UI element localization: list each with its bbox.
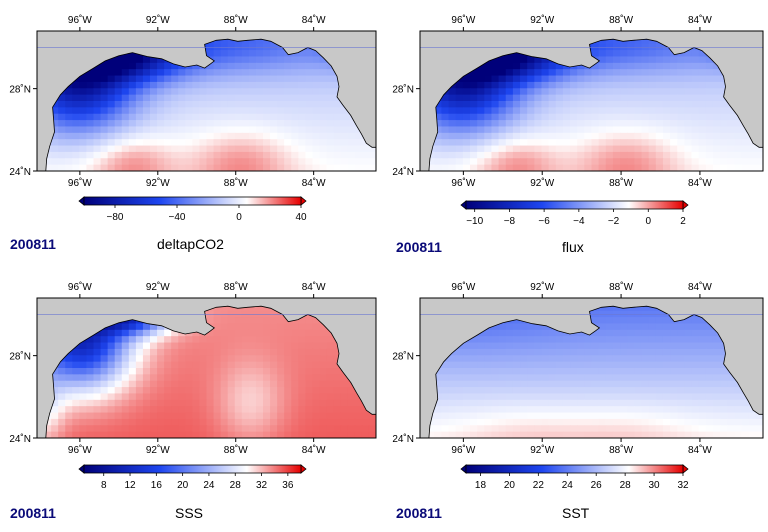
lon-label-bottom: 84˚W — [302, 177, 326, 189]
lon-label-bottom: 84˚W — [688, 177, 712, 189]
variable-label-flux: flux — [562, 239, 584, 255]
lon-label-top: 88˚W — [224, 14, 248, 26]
land-mask-flux — [420, 31, 763, 171]
variable-label-deltapco2: deltapCO2 — [157, 236, 224, 252]
lon-label-bottom: 84˚W — [688, 444, 712, 456]
lon-label-bottom: 92˚W — [530, 444, 554, 456]
colorbar-tick-label: 2 — [680, 216, 686, 227]
land-mask-deltapco2 — [37, 31, 376, 171]
lat-label: 24˚N — [9, 166, 31, 178]
lon-label-top: 92˚W — [146, 14, 170, 26]
lon-label-top: 84˚W — [302, 14, 326, 26]
lon-label-top: 84˚W — [688, 14, 712, 26]
lon-label-bottom: 88˚W — [224, 444, 248, 456]
map-frame-sst — [419, 297, 764, 439]
lat-label: 24˚N — [392, 433, 414, 445]
colorbar-tick-label: 24 — [562, 480, 574, 491]
variable-label-sst: SST — [562, 505, 590, 521]
land-mask-sss — [37, 298, 376, 438]
lon-label-top: 88˚W — [609, 281, 633, 293]
map-panel-deltapco2: 96˚W 96˚W 92˚W 92˚W 88˚W 88˚W 84˚W 84˚W 24˚N 28˚N… — [9, 14, 377, 223]
lon-label-top: 96˚W — [68, 281, 92, 293]
lon-label-top: 92˚W — [530, 281, 554, 293]
lat-label: 24˚N — [392, 166, 414, 178]
lat-label: 28˚N — [9, 84, 31, 96]
colorbar-tick-label: 24 — [203, 480, 215, 491]
land-mask-sst — [420, 298, 763, 438]
colorbar-tick-label: 18 — [475, 480, 487, 491]
lat-label: 28˚N — [392, 351, 414, 363]
colorbar-tick-label: 20 — [177, 480, 189, 491]
lat-label: 28˚N — [392, 84, 414, 96]
colorbar-tick-label: 32 — [256, 480, 268, 491]
date-label-flux: 200811 — [396, 239, 442, 255]
colorbar-tick-label: 26 — [591, 480, 603, 491]
colorbar-tick-label: −8 — [504, 216, 516, 227]
colorbar-tick-label: 30 — [649, 480, 661, 491]
colorbar-tick-label: 20 — [504, 480, 516, 491]
lon-label-bottom: 92˚W — [146, 177, 170, 189]
colorbar-tick-label: 0 — [645, 216, 651, 227]
colorbar-tick-label: −4 — [573, 216, 585, 227]
variable-label-sss: SSS — [175, 505, 204, 521]
colorbar-tick-label: 0 — [236, 212, 242, 223]
date-label-deltapco2: 200811 — [10, 236, 56, 252]
colorbar-sst: 18 20 22 24 26 28 30 32 — [460, 464, 689, 491]
map-frame-flux — [419, 30, 764, 172]
date-label-sss: 200811 — [10, 505, 56, 521]
lat-label: 24˚N — [9, 433, 31, 445]
lon-label-bottom: 92˚W — [530, 177, 554, 189]
colorbar-tick-label: 12 — [124, 480, 136, 491]
lon-label-bottom: 88˚W — [609, 444, 633, 456]
lon-label-top: 96˚W — [451, 281, 475, 293]
lon-label-bottom: 92˚W — [146, 444, 170, 456]
lon-label-top: 84˚W — [688, 281, 712, 293]
colorbar-tick-label: −80 — [107, 212, 124, 223]
lon-label-bottom: 96˚W — [68, 444, 92, 456]
lon-label-bottom: 84˚W — [302, 444, 326, 456]
lon-label-top: 96˚W — [68, 14, 92, 26]
map-panel-sst: 96˚W 96˚W 92˚W 92˚W 88˚W 88˚W 84˚W 84˚W 24˚N 28˚N… — [392, 281, 764, 491]
colorbar-tick-label: 28 — [230, 480, 242, 491]
colorbar-tick-label: 28 — [620, 480, 632, 491]
lon-label-top: 84˚W — [302, 281, 326, 293]
lon-label-bottom: 96˚W — [68, 177, 92, 189]
lon-label-top: 88˚W — [609, 14, 633, 26]
lon-label-top: 92˚W — [530, 14, 554, 26]
colorbar-sss: 8 12 16 20 24 28 32 36 — [78, 464, 307, 491]
colorbar-tick-label: 22 — [533, 480, 545, 491]
date-label-sst: 200811 — [396, 505, 442, 521]
lon-label-bottom: 96˚W — [451, 444, 475, 456]
map-panel-sss: 96˚W 96˚W 92˚W 92˚W 88˚W 88˚W 84˚W 84˚W 24˚N 28˚N… — [9, 281, 377, 491]
colorbar-tick-label: −40 — [169, 212, 186, 223]
lon-label-bottom: 88˚W — [609, 177, 633, 189]
colorbar-tick-label: 8 — [101, 480, 107, 491]
colorbar-tick-label: 40 — [295, 212, 307, 223]
colorbar-tick-label: 36 — [282, 480, 294, 491]
colorbar-tick-label: −2 — [608, 216, 620, 227]
colorbar-tick-label: 32 — [677, 480, 689, 491]
lon-label-bottom: 96˚W — [451, 177, 475, 189]
colorbar-flux: −10 −8 −6 −4 −2 0 2 — [460, 200, 689, 227]
lon-label-bottom: 88˚W — [224, 177, 248, 189]
colorbar-tick-label: −10 — [466, 216, 483, 227]
map-frame-sss — [36, 297, 377, 439]
lon-label-top: 96˚W — [451, 14, 475, 26]
map-panel-flux: 96˚W 96˚W 92˚W 92˚W 88˚W 88˚W 84˚W 84˚W 24˚N 28˚N… — [392, 14, 764, 227]
map-frame-deltapco2 — [36, 30, 377, 172]
lon-label-top: 88˚W — [224, 281, 248, 293]
lon-label-top: 92˚W — [146, 281, 170, 293]
colorbar-tick-label: 16 — [151, 480, 163, 491]
colorbar-tick-label: −6 — [538, 216, 550, 227]
colorbar-deltapco2: −80 −40 0 40 — [78, 196, 307, 223]
lat-label: 28˚N — [9, 351, 31, 363]
